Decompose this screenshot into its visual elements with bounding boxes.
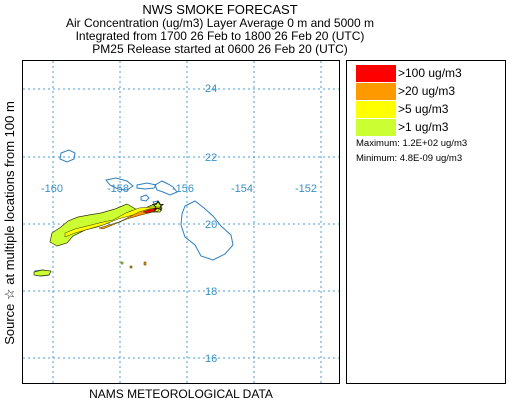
legend-label: >1 ug/m3 [398,120,449,134]
lat-label: 16 [205,353,217,365]
lat-label: 24 [205,83,217,95]
lon-label: -160 [41,183,63,195]
lanai-coast [140,194,150,202]
lat-label: 18 [205,286,217,298]
molokai-coast [136,182,157,190]
source-label-text: Source ☆ at multiple locations from 100 … [2,101,17,345]
maximum-value: Maximum: 1.2E+02 ug/m3 [356,138,468,149]
legend-label: >5 ug/m3 [398,102,449,116]
lon-label: -154 [231,183,253,195]
oahu-coast [105,177,134,191]
legend-label: >20 ug/m3 [398,84,456,98]
lat-label: 20 [205,219,217,231]
plume-over-1-small [33,269,52,277]
lon-label: -152 [295,183,317,195]
hawaii-island-coast [180,200,234,261]
smoke-map: 24 22 20 18 16 -160 -158 -156 -154 -152 [22,60,340,384]
legend-swatch [356,65,396,82]
plume-speck [129,265,133,269]
legend-swatch [356,119,396,136]
legend-item: >20 ug/m3 [356,83,496,100]
integration-period: Integrated from 1700 26 Feb to 1800 26 F… [75,29,365,43]
legend-label: >100 ug/m3 [398,66,462,80]
legend-item: >5 ug/m3 [356,101,496,118]
concentration-description: Air Concentration (ug/m3) Layer Average … [66,16,374,30]
legend-item: >100 ug/m3 [356,65,496,82]
meteorological-data-label: NAMS METEOROLOGICAL DATA [89,387,273,401]
map-canvas: 24 22 20 18 16 -160 -158 -156 -154 -152 [23,61,339,383]
plume-speck [143,261,147,266]
legend-panel: >100 ug/m3 >20 ug/m3 >5 ug/m3 >1 ug/m3 M… [346,60,506,384]
kauai-coast [59,149,76,163]
maui-coast [154,180,178,196]
forecast-title: NWS SMOKE FORECAST [142,2,298,17]
legend-swatch [356,83,396,100]
plume-over-1 [49,201,163,247]
coastlines [34,149,234,277]
minimum-value: Minimum: 4.8E-09 ug/m3 [356,153,463,164]
graticule [23,61,339,383]
smoke-plume [33,201,163,277]
lat-label: 22 [205,152,217,164]
legend-item: >1 ug/m3 [356,119,496,136]
legend-swatch [356,101,396,118]
source-location-label: Source ☆ at multiple locations from 100 … [0,60,20,386]
release-info: PM25 Release started at 0600 26 Feb 20 (… [92,42,348,56]
plume-speck [120,261,124,265]
star-icon [151,200,165,211]
